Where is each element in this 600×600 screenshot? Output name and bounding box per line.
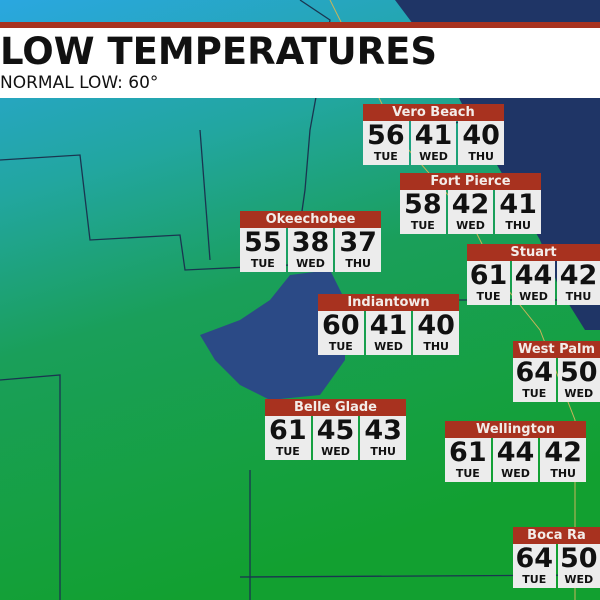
temp-cell: 50 WED <box>557 543 600 588</box>
lake-okeechobee <box>200 270 345 400</box>
temp-cell: 42 THU <box>540 437 587 482</box>
temp-value: 50 <box>559 543 598 574</box>
temp-cell: 64 TUE <box>513 358 556 402</box>
temp-value: 42 <box>544 437 582 468</box>
page-title: LOW TEMPERATURES <box>0 30 438 73</box>
temp-cell: 44 WED <box>512 261 555 305</box>
temp-cell: 61 TUE <box>265 416 311 460</box>
temp-cell: 38 WED <box>287 227 334 272</box>
temp-value: 61 <box>269 415 307 446</box>
temp-cell: 42 WED <box>447 189 494 234</box>
temp-value: 44 <box>496 437 535 468</box>
temp-cell: 41 WED <box>365 310 412 355</box>
title-banner <box>0 28 600 98</box>
temp-value: 37 <box>339 227 377 258</box>
temp-value: 40 <box>462 120 500 151</box>
temp-value: 55 <box>244 227 282 258</box>
temp-cell: 50 WED <box>557 357 600 402</box>
banner-accent-line <box>0 22 600 28</box>
day-label: TUE <box>522 387 547 400</box>
temp-cell: 60 TUE <box>318 311 364 355</box>
day-label: WED <box>374 340 403 353</box>
temp-value: 56 <box>367 120 405 151</box>
day-label: TUE <box>373 150 398 163</box>
temp-cell: 61 TUE <box>445 438 491 482</box>
temp-cell: 56 TUE <box>363 121 409 165</box>
day-label: WED <box>564 573 594 586</box>
temp-value: 50 <box>559 357 598 388</box>
city-forecast-card: Fort Pierce 58 TUE 42 WED 41 THU <box>400 173 542 234</box>
temp-cell: 37 THU <box>335 227 382 272</box>
city-forecast-card: Belle Glade 61 TUE 45 WED 43 THU <box>265 399 407 460</box>
city-name: Boca Ra <box>513 527 600 544</box>
city-name: Fort Pierce <box>400 173 541 190</box>
temp-value: 61 <box>469 260 508 291</box>
city-forecast-card: Boca Ra 64 TUE 50 WED <box>513 527 600 588</box>
day-label: THU <box>550 467 576 480</box>
temp-cell: 40 THU <box>458 120 505 165</box>
day-label: THU <box>345 257 371 270</box>
day-label: WED <box>456 219 485 232</box>
day-label: WED <box>501 467 530 480</box>
day-label: WED <box>296 257 325 270</box>
temp-cell: 64 TUE <box>513 544 556 588</box>
day-label: TUE <box>476 290 501 303</box>
day-label: THU <box>505 219 531 232</box>
temp-value: 41 <box>369 310 408 341</box>
temp-value: 61 <box>449 437 487 468</box>
city-name: Wellington <box>445 421 586 438</box>
day-label: THU <box>370 445 396 458</box>
day-label: THU <box>423 340 449 353</box>
day-label: THU <box>565 290 592 303</box>
city-name: Indiantown <box>318 294 459 311</box>
city-forecast-card: Vero Beach 56 TUE 41 WED 40 THU <box>363 104 505 165</box>
temp-value: 64 <box>515 543 554 574</box>
city-forecast-card: Indiantown 60 TUE 41 WED 40 THU <box>318 294 460 355</box>
city-name: West Palm <box>513 341 600 358</box>
day-label: TUE <box>455 467 480 480</box>
day-label: WED <box>564 387 594 400</box>
temp-cell: 43 THU <box>360 415 407 460</box>
city-name: Vero Beach <box>363 104 504 121</box>
day-label: TUE <box>250 257 275 270</box>
city-forecast-card: Wellington 61 TUE 44 WED 42 THU <box>445 421 587 482</box>
temp-cell: 44 WED <box>492 437 539 482</box>
temp-cell: 41 THU <box>495 189 542 234</box>
temp-cell: 42 THU <box>557 261 600 305</box>
temp-value: 38 <box>291 227 330 258</box>
temp-cell: 55 TUE <box>240 228 286 272</box>
day-label: WED <box>519 290 548 303</box>
day-label: TUE <box>410 219 435 232</box>
temp-cell: 58 TUE <box>400 190 446 234</box>
day-label: TUE <box>522 573 547 586</box>
day-label: WED <box>419 150 448 163</box>
city-forecast-card: West Palm 64 TUE 50 WED <box>513 341 600 402</box>
temp-cell: 40 THU <box>413 310 460 355</box>
temp-value: 40 <box>417 310 455 341</box>
temp-value: 44 <box>514 260 553 291</box>
day-label: TUE <box>275 445 300 458</box>
temp-cell: 45 WED <box>312 415 359 460</box>
temp-value: 41 <box>499 189 537 220</box>
temp-value: 42 <box>559 260 598 291</box>
city-name: Okeechobee <box>240 211 381 228</box>
temp-cell: 61 TUE <box>467 261 510 305</box>
temp-value: 45 <box>316 415 355 446</box>
city-name: Stuart <box>467 244 600 261</box>
normal-low-subtitle: NORMAL LOW: 60° <box>0 73 159 93</box>
temp-value: 42 <box>451 189 490 220</box>
city-forecast-card: Okeechobee 55 TUE 38 WED 37 THU <box>240 211 382 272</box>
day-label: TUE <box>328 340 353 353</box>
temp-value: 43 <box>364 415 402 446</box>
day-label: THU <box>468 150 494 163</box>
temp-value: 60 <box>322 310 360 341</box>
city-forecast-card: Stuart 61 TUE 44 WED 42 THU <box>467 244 600 305</box>
temp-value: 64 <box>515 357 554 388</box>
temp-value: 41 <box>414 120 453 151</box>
city-name: Belle Glade <box>265 399 406 416</box>
temp-cell: 41 WED <box>410 120 457 165</box>
temp-value: 58 <box>404 189 442 220</box>
day-label: WED <box>321 445 350 458</box>
